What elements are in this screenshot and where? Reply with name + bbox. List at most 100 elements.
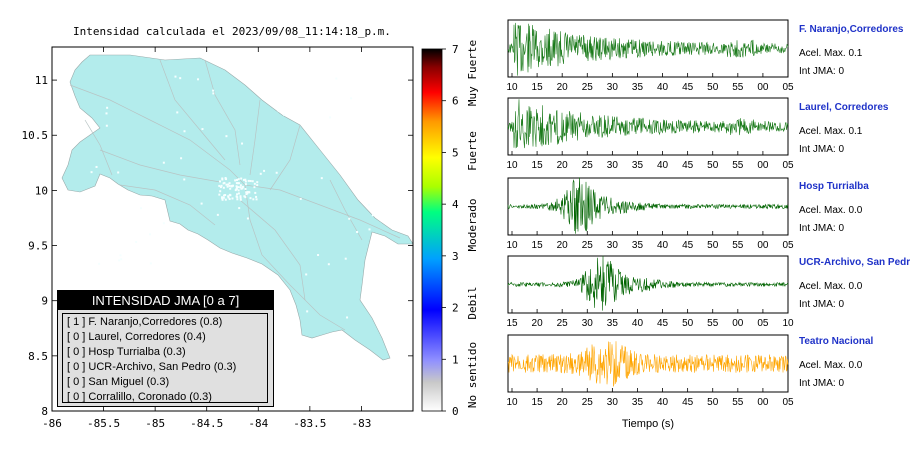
waveform-tick-label: 20	[532, 318, 544, 329]
waveform-tick-label: 45	[682, 240, 694, 251]
town-point	[235, 187, 238, 190]
town-point	[117, 171, 120, 174]
waveform-trace	[507, 255, 789, 311]
waveform-tick-label: 55	[732, 82, 744, 93]
waveform-tick-label: 45	[682, 160, 694, 171]
town-point	[240, 187, 243, 190]
map-x-tick-label: -86	[42, 417, 62, 430]
colorbar-category-label: Moderado	[466, 199, 479, 252]
town-point	[228, 193, 231, 196]
town-point	[219, 190, 222, 193]
road	[244, 184, 346, 331]
land-polygon	[61, 54, 414, 361]
town-point	[228, 184, 231, 187]
town-point	[327, 263, 330, 266]
station-name: Hosp Turrialba	[799, 181, 869, 192]
town-point	[229, 187, 232, 190]
town-point	[201, 128, 204, 131]
map-x-tick-label: -84	[248, 417, 268, 430]
town-point	[221, 196, 224, 199]
town-point	[212, 89, 215, 92]
town-point	[218, 180, 221, 183]
waveform-tick-label: 00	[757, 240, 769, 251]
waveform-trace	[507, 177, 789, 234]
road	[204, 59, 241, 166]
legend-item: [ 0 ] San Miguel (0.3)	[67, 376, 170, 388]
town-point	[283, 113, 286, 116]
waveform-tick-label: 05	[757, 318, 769, 329]
station-acel: Acel. Max. 0.0	[799, 205, 863, 216]
town-point	[242, 178, 245, 181]
waveform-tick-label: 30	[607, 82, 619, 93]
waveform-tick-label: 40	[657, 82, 669, 93]
waveform-tick-label: 25	[582, 160, 594, 171]
map-y-tick-label: 10	[35, 184, 48, 197]
town-point	[179, 77, 182, 80]
town-point	[197, 78, 200, 81]
waveform-tick-label: 55	[732, 397, 744, 408]
waveform-tick-label: 55	[707, 318, 719, 329]
colorbar-tick-label: 2	[452, 302, 459, 315]
town-point	[246, 217, 249, 220]
waveform-tick-label: 00	[757, 160, 769, 171]
waveform-tick-label: 10	[506, 240, 518, 251]
town-point	[149, 262, 152, 265]
town-point	[223, 181, 226, 184]
colorbar-category-label: Muy Fuerte	[466, 40, 479, 106]
waveform-panel: 10 15 20 25 30 35 40 45 50 55 00 05	[506, 177, 794, 251]
waveform-tick-label: 10	[506, 160, 518, 171]
colorbar-tick-label: 1	[452, 353, 459, 366]
town-point	[356, 231, 359, 234]
town-point	[183, 130, 186, 133]
town-point	[176, 111, 179, 114]
town-point	[230, 185, 233, 188]
colorbar-tick-label: 3	[452, 250, 459, 263]
waveform-panel: 15 20 25 30 35 40 45 50 55 00 05 10	[506, 255, 794, 329]
town-point	[329, 116, 332, 119]
town-point	[252, 198, 255, 201]
road	[239, 199, 306, 301]
waveform-tick-label: 50	[707, 240, 719, 251]
town-point	[299, 197, 302, 200]
waveform-tick-label: 05	[782, 82, 794, 93]
town-point	[249, 197, 252, 200]
town-point	[246, 191, 249, 194]
town-point	[263, 169, 266, 172]
colorbar-tick-label: 6	[452, 95, 459, 108]
legend-list: [ 1 ] F. Naranjo,Corredores (0.8) [ 0 ] …	[62, 313, 268, 403]
town-point	[218, 184, 221, 187]
map-y-tick-label: 10.5	[22, 129, 49, 142]
road	[244, 184, 401, 239]
map-x-tick-label: -85	[145, 417, 165, 430]
intensity-legend: INTENSIDAD JMA [0 a 7] [ 1 ] F. Naranjo,…	[57, 290, 274, 407]
town-point	[218, 193, 221, 196]
map-y-tick-label: 8.5	[28, 350, 48, 363]
town-point	[219, 186, 222, 189]
legend-item: [ 1 ] F. Naranjo,Corredores (0.8)	[67, 316, 223, 328]
town-point	[255, 198, 258, 201]
town-point	[348, 217, 351, 220]
town-point	[253, 182, 256, 185]
waveform-trace	[507, 99, 789, 149]
town-point	[367, 203, 370, 206]
town-point	[223, 194, 226, 197]
map-title: Intensidad calculada el 2023/09/08_11:14…	[73, 25, 391, 38]
town-point	[259, 172, 262, 175]
waveform-tick-label: 35	[632, 397, 644, 408]
colorbar-category-labels: No sentido Debil Moderado Fuerte Muy Fuerte	[466, 40, 479, 408]
waveform-trace	[507, 22, 789, 76]
town-point	[237, 182, 240, 185]
town-point	[371, 214, 374, 217]
station-jma: Int JMA: 0	[799, 299, 845, 310]
waveform-tick-label: 00	[732, 318, 744, 329]
town-point	[236, 198, 239, 201]
town-point	[118, 259, 121, 262]
station-acel: Acel. Max. 0.1	[799, 48, 863, 59]
town-point	[222, 186, 225, 189]
town-point	[98, 262, 101, 265]
town-point	[305, 273, 308, 276]
town-point	[306, 310, 309, 313]
waveform-tick-label: 20	[557, 160, 569, 171]
town-point	[251, 180, 254, 183]
